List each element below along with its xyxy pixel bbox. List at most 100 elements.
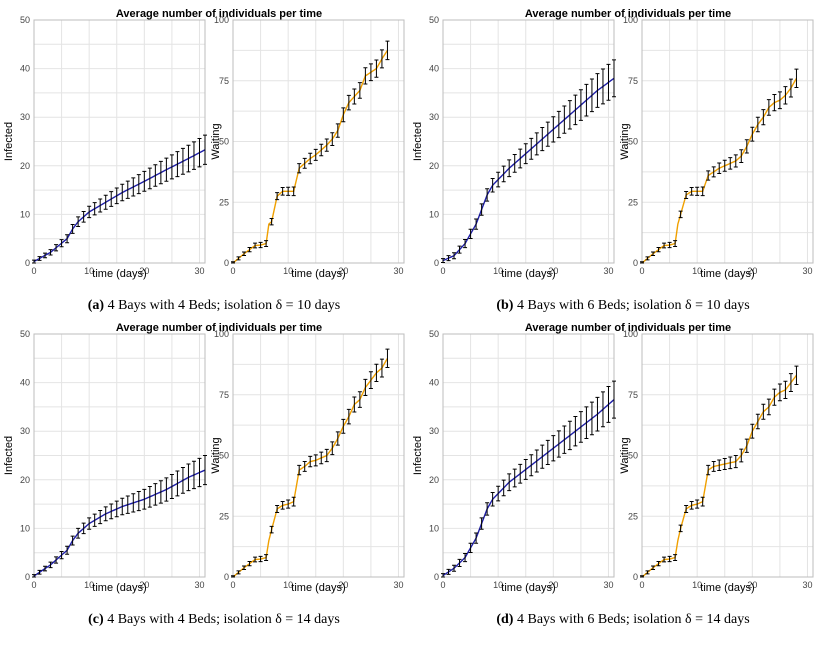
error-bar (147, 167, 152, 190)
y-tick-label: 50 (20, 329, 30, 339)
x-tick-label: 30 (802, 266, 812, 276)
error-bar (136, 491, 141, 512)
panel-infected: 0 10 20 30 40 50 0 10 20 30 Infected time (days) (3, 329, 207, 594)
y-tick-label: 40 (20, 64, 30, 74)
error-bar (147, 485, 152, 508)
error-bar (501, 165, 506, 183)
y-tick-label: 40 (429, 378, 439, 388)
error-bar (567, 420, 572, 451)
error-bar (529, 137, 534, 160)
error-bar (518, 463, 523, 484)
y-tick-label: 20 (20, 475, 30, 485)
error-bar (247, 247, 252, 253)
x-axis-label: time (days) (92, 268, 146, 280)
error-bar (689, 187, 694, 196)
y-tick-label: 25 (219, 197, 229, 207)
error-bar (766, 99, 771, 116)
error-bar (291, 496, 296, 507)
error-bar (534, 449, 539, 473)
error-bar (76, 527, 81, 539)
y-tick-label: 30 (20, 112, 30, 122)
error-bar (567, 100, 572, 130)
error-bar (744, 139, 749, 154)
error-bar (551, 116, 556, 143)
chart-caption: (d) 4 Bays with 6 Beds; isolation δ = 14… (496, 612, 749, 627)
error-bar (363, 67, 368, 85)
y-axis-label: Infected (3, 436, 15, 475)
error-bar (441, 258, 445, 264)
y-tick-label: 30 (429, 426, 439, 436)
error-bar (203, 455, 207, 486)
series-line (232, 357, 389, 578)
error-bar (120, 183, 125, 202)
error-bar (678, 524, 683, 533)
x-tick-label: 20 (548, 580, 558, 590)
y-tick-label: 50 (20, 15, 30, 25)
error-bar (446, 255, 451, 262)
y-tick-label: 75 (219, 76, 229, 86)
x-axis-label: time (days) (700, 268, 754, 280)
error-bar (368, 63, 373, 82)
error-bar (357, 82, 362, 99)
caption-text: 4 Bays with 4 Beds; isolation δ = 14 day… (104, 612, 340, 627)
error-bar (695, 186, 700, 196)
error-bar (186, 463, 191, 492)
x-tick-label: 30 (194, 266, 204, 276)
error-bar (231, 575, 235, 578)
error-bar (286, 186, 291, 196)
chart-title: Average number of individuals per time (116, 8, 322, 20)
error-bar (169, 473, 174, 500)
error-bar (589, 401, 594, 436)
error-bar (578, 411, 583, 443)
chart-title: Average number of individuals per time (525, 322, 731, 334)
error-bar (363, 378, 368, 397)
panel-border (641, 333, 814, 578)
y-tick-label: 40 (20, 378, 30, 388)
error-bar (551, 435, 556, 462)
panel-infected: 0 10 20 30 40 50 0 10 20 30 Infected time (days) (412, 15, 616, 280)
error-bar (236, 570, 241, 575)
error-bar (584, 83, 589, 117)
error-bar (772, 94, 777, 112)
error-bar (114, 187, 119, 205)
error-bar (142, 170, 147, 192)
error-bar (280, 501, 285, 510)
error-bar (573, 415, 578, 447)
error-bar (109, 191, 114, 207)
x-axis-label: time (days) (700, 582, 754, 594)
error-bar (275, 504, 280, 513)
error-bar (479, 203, 484, 216)
error-bar (324, 448, 329, 463)
caption-text: 4 Bays with 6 Beds; isolation δ = 14 day… (513, 612, 749, 627)
error-bar (169, 154, 174, 180)
y-axis-label: Waiting (210, 437, 222, 473)
error-bar (236, 256, 241, 261)
error-bar (468, 228, 473, 239)
error-bar (76, 216, 81, 228)
error-bar (595, 396, 600, 432)
error-bar (728, 456, 733, 470)
error-bar (750, 423, 755, 439)
panel-border (641, 19, 814, 264)
error-bar (65, 545, 70, 555)
error-bar (374, 59, 379, 78)
error-bar (706, 464, 711, 476)
error-bar (501, 479, 506, 497)
error-bar (684, 504, 689, 513)
error-bar (556, 110, 561, 139)
error-bar (324, 138, 329, 152)
caption-label: (c) (88, 612, 104, 627)
error-bar (777, 383, 782, 402)
error-bar (667, 241, 672, 249)
error-bar (308, 455, 313, 468)
error-bar (43, 565, 48, 572)
error-bar (191, 141, 196, 170)
y-axis-label: Waiting (210, 123, 222, 159)
error-bar (562, 425, 567, 454)
error-bar (523, 459, 528, 480)
error-bar (231, 261, 235, 264)
error-bar (258, 241, 263, 249)
error-bar (319, 143, 324, 157)
error-bar (65, 234, 70, 244)
error-bar (319, 451, 324, 465)
